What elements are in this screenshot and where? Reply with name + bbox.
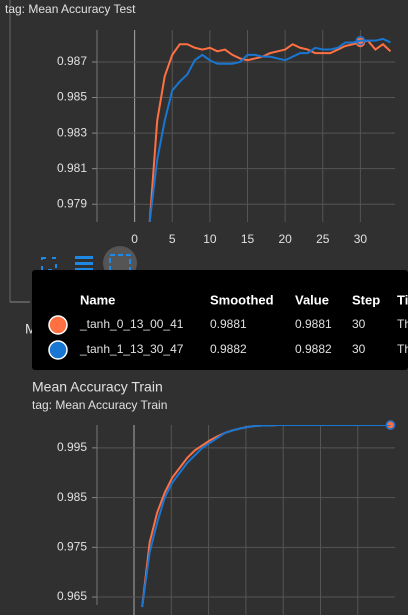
tooltip-cell: _tanh_1_13_30_47	[79, 342, 184, 356]
x-tick-label: 5	[169, 232, 176, 246]
tooltip-header: Value	[295, 292, 329, 307]
tooltip-cell: 30	[352, 342, 366, 356]
y-tick-label: 0.981	[57, 161, 87, 175]
list-icon[interactable]	[75, 256, 93, 271]
fit-icon[interactable]	[109, 254, 131, 272]
tooltip-cell: 0.9881	[210, 317, 247, 331]
tooltip-cell: 30	[352, 317, 366, 331]
chart-2: 0.965 0.975 0.985 0.995	[57, 420, 396, 615]
series-line	[148, 37, 391, 222]
y-tick-label: 0.995	[57, 440, 87, 454]
chart-tag: tag: Mean Accuracy Train	[32, 398, 167, 412]
x-tick-label: 0	[131, 232, 138, 246]
series-line	[148, 39, 392, 222]
y-tick-label: 0.985	[57, 90, 87, 104]
x-tick-label: 15	[241, 232, 255, 246]
run-swatch	[48, 315, 68, 335]
x-tick-label: 30	[354, 232, 368, 246]
tooltip: Name Smoothed Value Step Ti _tanh_0_13_00_41 0…	[32, 270, 408, 370]
tooltip-cell: 0.9881	[295, 317, 332, 331]
highlight-point	[355, 35, 366, 46]
highlight-point	[385, 420, 396, 430]
tooltip-cell: _tanh_0_13_00_41	[79, 317, 184, 331]
tooltip-cell: Th	[397, 342, 408, 356]
tooltip-header: Smoothed	[210, 292, 274, 307]
tooltip-bg	[32, 270, 408, 370]
chart-title: Mean Accuracy Train	[32, 379, 163, 395]
x-tick-label: 10	[203, 232, 217, 246]
series-line	[141, 425, 391, 608]
tooltip-header: Name	[80, 292, 115, 307]
chart-1: 0 5 10 15 20 25 30 0.979 0.981 0.983 0.985 0.987	[57, 30, 395, 246]
run-swatch	[48, 340, 68, 360]
y-tick-label: 0.975	[57, 539, 87, 553]
tooltip-cell: 0.9882	[295, 342, 332, 356]
tooltip-header: Step	[352, 292, 380, 307]
tooltip-cell: Th	[397, 317, 408, 331]
y-tick-label: 0.983	[57, 125, 87, 139]
y-tick-label: 0.985	[57, 490, 87, 504]
y-tick-label: 0.965	[57, 589, 87, 603]
tooltip-header: Ti	[397, 292, 408, 307]
y-tick-label: 0.987	[57, 54, 87, 68]
x-tick-label: 25	[316, 232, 330, 246]
tooltip-cell: 0.9882	[210, 342, 247, 356]
y-tick-label: 0.979	[57, 196, 87, 210]
x-tick-label: 20	[278, 232, 292, 246]
chart-tag: tag: Mean Accuracy Test	[5, 2, 136, 16]
